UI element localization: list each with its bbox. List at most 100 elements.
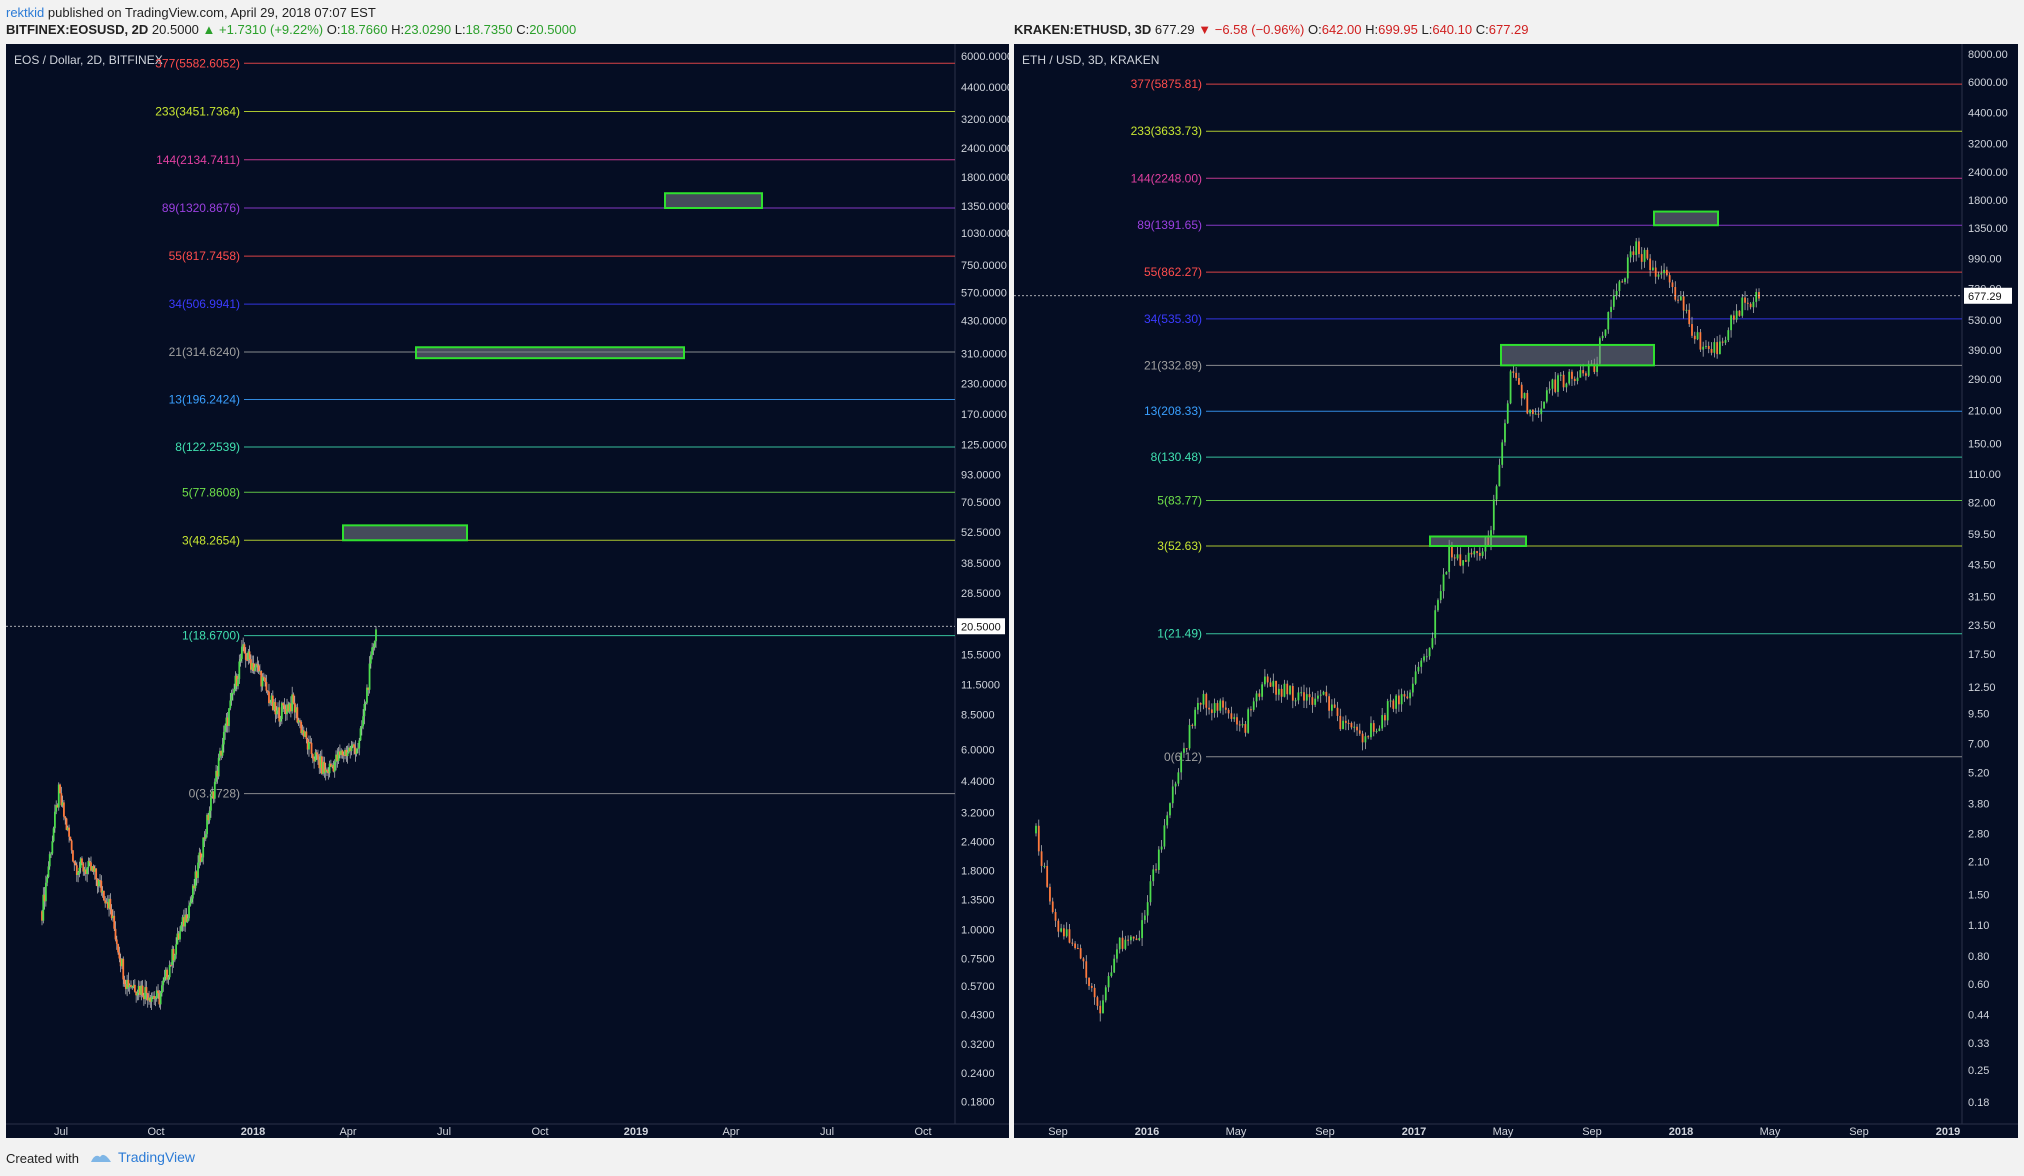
candle-body xyxy=(1088,977,1090,986)
candle-body xyxy=(1693,335,1696,340)
candle-body xyxy=(1705,346,1707,348)
candle-body xyxy=(1512,371,1515,373)
candle-body xyxy=(1317,695,1319,699)
candle-body xyxy=(1632,251,1635,255)
candle-body xyxy=(114,928,117,940)
fib-level-label: 55(862.27) xyxy=(1144,265,1202,279)
candle-body xyxy=(213,781,216,799)
candle-body xyxy=(60,793,63,806)
candle-body xyxy=(1448,545,1451,572)
candle-body xyxy=(1238,724,1241,726)
candle-body xyxy=(217,757,220,777)
x-tick-label: Sep xyxy=(1048,1126,1068,1138)
left-o-label: O: xyxy=(326,22,341,37)
candle-body xyxy=(1492,499,1495,531)
y-tick-label: 70.5000 xyxy=(961,497,1001,509)
right-c-label: C: xyxy=(1475,22,1489,37)
candle-body xyxy=(1063,928,1065,937)
candle-body xyxy=(1305,694,1308,701)
candle-body xyxy=(1384,715,1386,721)
candle-body xyxy=(153,995,156,1000)
candle-body xyxy=(1719,341,1721,355)
candle-body xyxy=(66,827,69,830)
candle-body xyxy=(1146,902,1149,916)
candle-body xyxy=(189,902,192,906)
candle-body xyxy=(1665,269,1668,276)
candle-body xyxy=(224,725,227,732)
candle-body xyxy=(1054,912,1057,921)
fib-level-label: 377(5582.6052) xyxy=(155,56,240,70)
candle-body xyxy=(193,885,196,889)
candle-body xyxy=(288,703,291,712)
candle-body xyxy=(1350,722,1353,728)
left-open: 18.7660 xyxy=(340,22,388,37)
eth-chart[interactable]: ETH / USD, 3D, KRAKEN 8000.00 6000.00 4400.… xyxy=(1014,44,2018,1138)
candle-body xyxy=(222,731,225,745)
candle-body xyxy=(47,866,50,877)
candle-body xyxy=(1074,943,1076,949)
x-tick-label: Jul xyxy=(437,1126,451,1138)
candle-body xyxy=(1498,464,1501,487)
eos-chart[interactable]: EOS / Dollar, 2D, BITFINEX 6000.0000 4400.… xyxy=(6,44,1009,1138)
eth-chart-svg[interactable]: ETH / USD, 3D, KRAKEN 8000.00 6000.00 4400.… xyxy=(1014,44,2018,1138)
candle-body xyxy=(225,717,228,726)
candle-body xyxy=(1107,976,1110,988)
candle-body xyxy=(43,894,46,902)
candle-body xyxy=(207,814,210,821)
tradingview-logo-icon xyxy=(91,1154,111,1162)
fib-level-label: 21(332.89) xyxy=(1144,358,1202,372)
candle-body xyxy=(128,985,131,988)
candle-body xyxy=(1624,278,1626,283)
candle-body xyxy=(1328,696,1331,711)
tradingview-link[interactable]: TradingView xyxy=(90,1149,195,1165)
candle-body xyxy=(188,905,190,919)
candle-body xyxy=(305,731,308,740)
y-tick-label: 0.7500 xyxy=(961,953,995,965)
candle-body xyxy=(296,707,299,723)
candle-body xyxy=(324,769,327,773)
candle-body xyxy=(97,880,100,887)
y-tick-label: 0.33 xyxy=(1968,1038,1989,1050)
footer: Created with TradingView xyxy=(0,1138,2024,1176)
candle-body xyxy=(1068,929,1071,943)
y-tick-label: 1030.0000 xyxy=(961,228,1009,240)
candle-body xyxy=(367,687,370,690)
candle-body xyxy=(341,750,344,756)
candle-body xyxy=(259,671,261,673)
y-tick-label: 3200.0000 xyxy=(961,114,1009,126)
fib-level-label: 1(21.49) xyxy=(1157,627,1202,641)
candle-body xyxy=(50,853,52,855)
candle-body xyxy=(326,769,328,771)
candle-body xyxy=(1459,554,1462,566)
candle-body xyxy=(141,985,144,996)
candle-body xyxy=(1174,783,1177,787)
candle-body xyxy=(161,985,163,994)
candle-body xyxy=(1311,697,1314,705)
eos-chart-svg[interactable]: EOS / Dollar, 2D, BITFINEX 6000.0000 4400.… xyxy=(6,44,1009,1138)
candle-body xyxy=(1604,329,1607,336)
candle-body xyxy=(95,868,98,880)
candle-body xyxy=(1177,772,1180,784)
y-tick-label: 290.00 xyxy=(1968,374,2002,386)
candle-body xyxy=(273,702,276,710)
candle-body xyxy=(108,898,110,909)
candle-body xyxy=(1682,296,1685,311)
candle-body xyxy=(333,762,336,772)
candle-body xyxy=(92,866,95,872)
candle-body xyxy=(1222,700,1224,708)
candle-body xyxy=(1610,306,1612,313)
candle-body xyxy=(1707,346,1710,350)
candle-body xyxy=(280,703,283,720)
candle-body xyxy=(57,784,60,808)
candle-body xyxy=(1130,936,1132,941)
x-tick-label: 2019 xyxy=(624,1126,648,1138)
candle-body xyxy=(260,671,263,687)
candle-body xyxy=(1071,942,1074,944)
candle-body xyxy=(1529,409,1531,414)
candle-body xyxy=(353,744,355,748)
candle-body xyxy=(1702,346,1705,350)
candle-body xyxy=(1674,287,1677,300)
candle-body xyxy=(1051,901,1054,913)
author-link[interactable]: rektkid xyxy=(6,5,45,20)
candle-body xyxy=(264,677,266,683)
